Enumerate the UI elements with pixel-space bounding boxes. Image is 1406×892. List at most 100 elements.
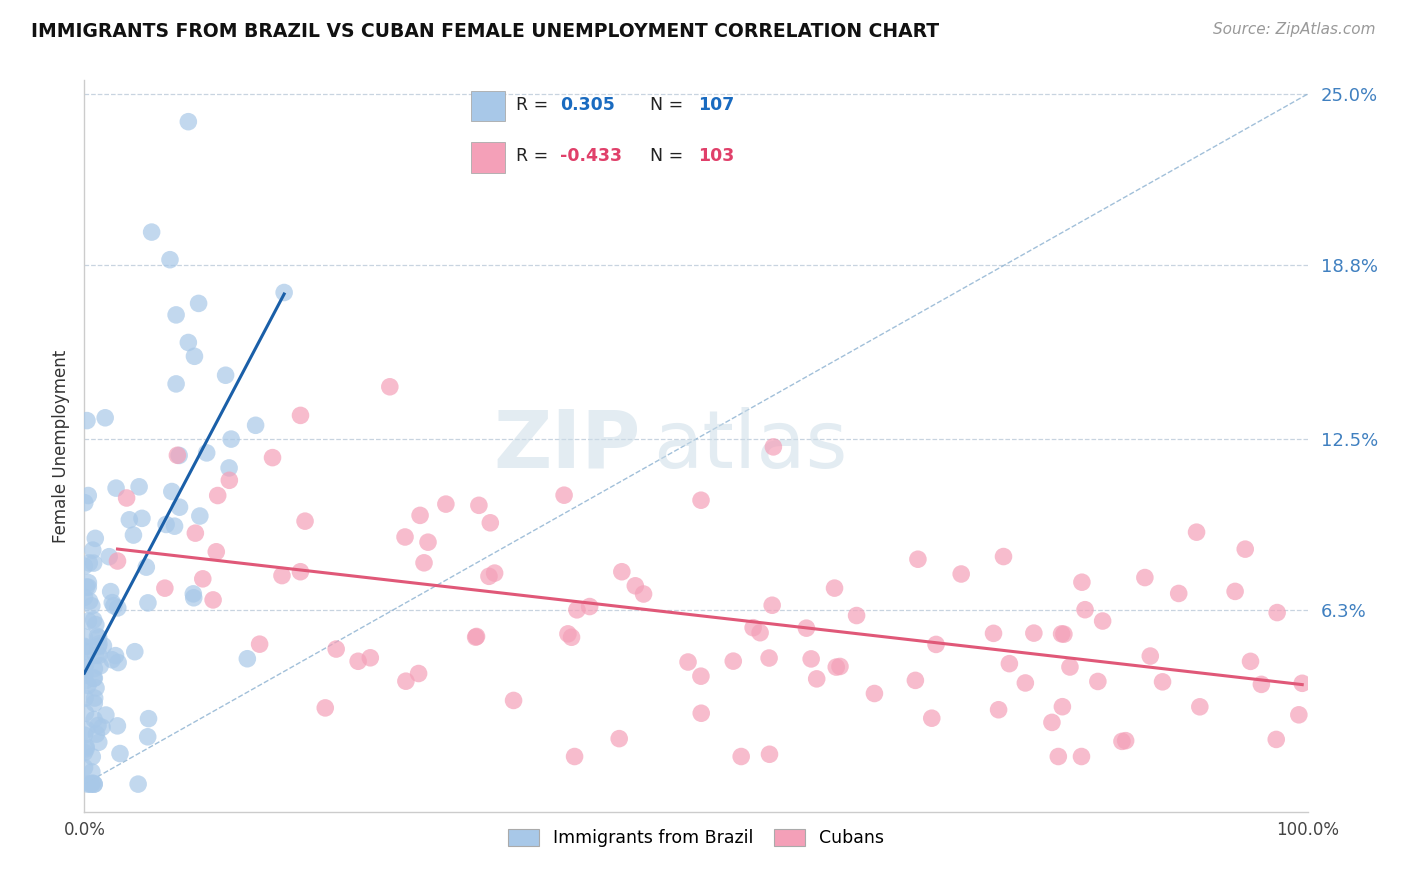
- Point: [1091, 614, 1114, 628]
- Point: [723, 654, 745, 668]
- Point: [82, 749, 104, 764]
- Point: [1111, 734, 1133, 748]
- Point: [73, 644, 96, 658]
- Point: [416, 535, 439, 549]
- Point: [983, 626, 1005, 640]
- Point: [565, 603, 588, 617]
- Point: [107, 600, 129, 615]
- Point: [136, 730, 159, 744]
- Point: [825, 660, 848, 674]
- Point: [690, 669, 713, 683]
- Point: [676, 655, 699, 669]
- Point: [89, 658, 111, 673]
- Point: [624, 579, 647, 593]
- Point: [77, 614, 100, 628]
- Point: [1185, 525, 1208, 540]
- Point: [105, 481, 128, 495]
- Point: [218, 461, 240, 475]
- Point: [73, 668, 96, 682]
- Point: [83, 556, 105, 570]
- Point: [1074, 603, 1097, 617]
- Point: [762, 440, 785, 454]
- Point: [690, 706, 713, 721]
- Point: [86, 629, 108, 643]
- Point: [87, 718, 110, 732]
- Point: [1133, 570, 1156, 584]
- Point: [1139, 648, 1161, 663]
- Point: [1040, 715, 1063, 730]
- Point: [83, 613, 105, 627]
- Point: [479, 516, 502, 530]
- Text: R =: R =: [516, 147, 553, 165]
- Point: [83, 777, 105, 791]
- Point: [100, 584, 122, 599]
- Point: [73, 761, 96, 775]
- Point: [163, 519, 186, 533]
- Point: [77, 580, 100, 594]
- Point: [79, 594, 101, 608]
- Point: [75, 657, 97, 672]
- Point: [165, 308, 187, 322]
- Point: [76, 777, 98, 791]
- Point: [1050, 627, 1073, 641]
- Point: [413, 556, 436, 570]
- Point: [84, 617, 107, 632]
- Point: [73, 630, 96, 644]
- Point: [557, 627, 579, 641]
- Point: [83, 777, 105, 791]
- Point: [79, 777, 101, 791]
- Point: [76, 414, 98, 428]
- Point: [314, 701, 336, 715]
- Point: [183, 349, 205, 363]
- Point: [155, 517, 177, 532]
- Point: [122, 528, 145, 542]
- Point: [87, 640, 110, 654]
- Text: IMMIGRANTS FROM BRAZIL VS CUBAN FEMALE UNEMPLOYMENT CORRELATION CHART: IMMIGRANTS FROM BRAZIL VS CUBAN FEMALE U…: [31, 22, 939, 41]
- Point: [195, 446, 218, 460]
- Point: [1265, 732, 1288, 747]
- Point: [998, 657, 1021, 671]
- Point: [1291, 676, 1313, 690]
- Point: [465, 630, 488, 644]
- Point: [80, 764, 103, 779]
- Point: [73, 591, 96, 605]
- Point: [907, 552, 929, 566]
- Point: [218, 473, 240, 487]
- Point: [921, 711, 943, 725]
- Point: [262, 450, 284, 465]
- Point: [138, 712, 160, 726]
- Point: [1250, 677, 1272, 691]
- Point: [478, 569, 501, 583]
- Point: [742, 621, 765, 635]
- Point: [1115, 733, 1137, 747]
- Point: [83, 662, 105, 676]
- Point: [1265, 606, 1288, 620]
- FancyBboxPatch shape: [471, 91, 505, 121]
- Point: [91, 720, 114, 734]
- Point: [993, 549, 1015, 564]
- Point: [1052, 699, 1074, 714]
- Point: [188, 508, 211, 523]
- Point: [76, 723, 98, 737]
- Point: [925, 637, 948, 651]
- Point: [236, 651, 259, 665]
- Point: [273, 285, 295, 300]
- Point: [83, 671, 105, 685]
- Point: [409, 508, 432, 523]
- Point: [271, 568, 294, 582]
- Point: [633, 587, 655, 601]
- Point: [80, 777, 103, 791]
- Point: [98, 549, 121, 564]
- Point: [408, 666, 430, 681]
- Point: [395, 674, 418, 689]
- Point: [1239, 654, 1261, 668]
- Point: [749, 625, 772, 640]
- Point: [94, 708, 117, 723]
- Point: [83, 696, 105, 710]
- Point: [73, 640, 96, 655]
- Point: [290, 409, 312, 423]
- Point: [184, 526, 207, 541]
- Point: [1188, 699, 1211, 714]
- Point: [761, 599, 783, 613]
- Point: [75, 706, 97, 720]
